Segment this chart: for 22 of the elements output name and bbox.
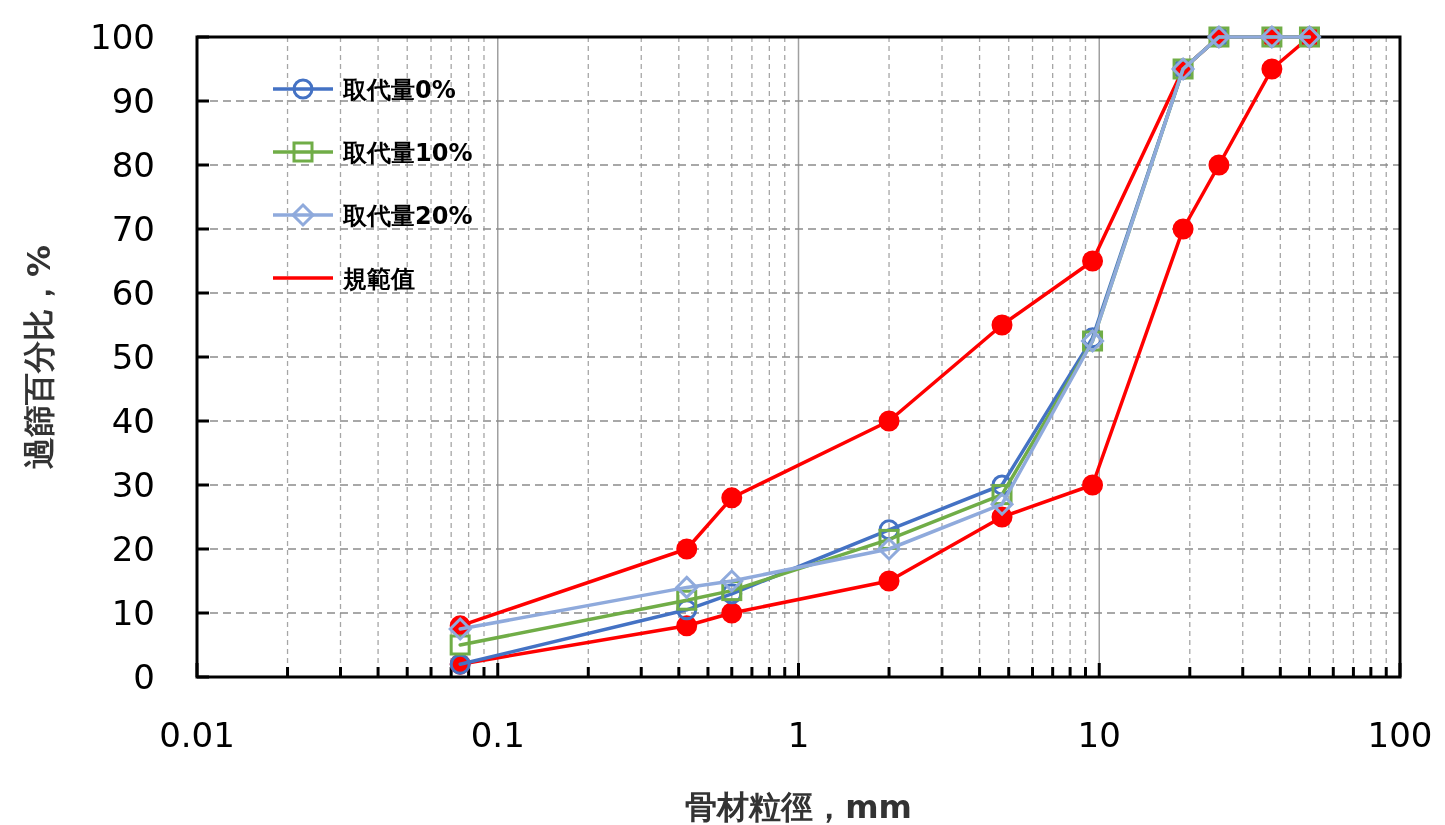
legend-label: 規範值 (342, 265, 415, 293)
legend-label: 取代量10% (342, 139, 473, 167)
y-tick-label: 70 (111, 209, 155, 249)
x-axis-title: 骨材粒徑，mm (685, 788, 912, 825)
y-tick-label: 100 (90, 17, 155, 57)
legend-label: 取代量20% (342, 202, 473, 230)
legend-label: 取代量0% (342, 76, 456, 104)
y-tick-label: 30 (111, 465, 155, 505)
y-tick-label: 80 (111, 145, 155, 185)
y-tick-label: 0 (133, 657, 155, 697)
y-tick-label: 10 (111, 593, 155, 633)
y-tick-label: 40 (111, 401, 155, 441)
x-tick-label: 10 (1077, 715, 1121, 755)
x-tick-label: 100 (1367, 715, 1433, 755)
x-tick-label: 0.1 (470, 715, 525, 755)
x-tick-label: 0.01 (159, 715, 235, 755)
y-tick-label: 60 (111, 273, 155, 313)
y-tick-label: 20 (111, 529, 155, 569)
y-tick-label: 50 (111, 337, 155, 377)
y-tick-label: 90 (111, 81, 155, 121)
y-axis-title: 過篩百分比，% (20, 244, 58, 470)
x-tick-label: 1 (787, 715, 810, 755)
